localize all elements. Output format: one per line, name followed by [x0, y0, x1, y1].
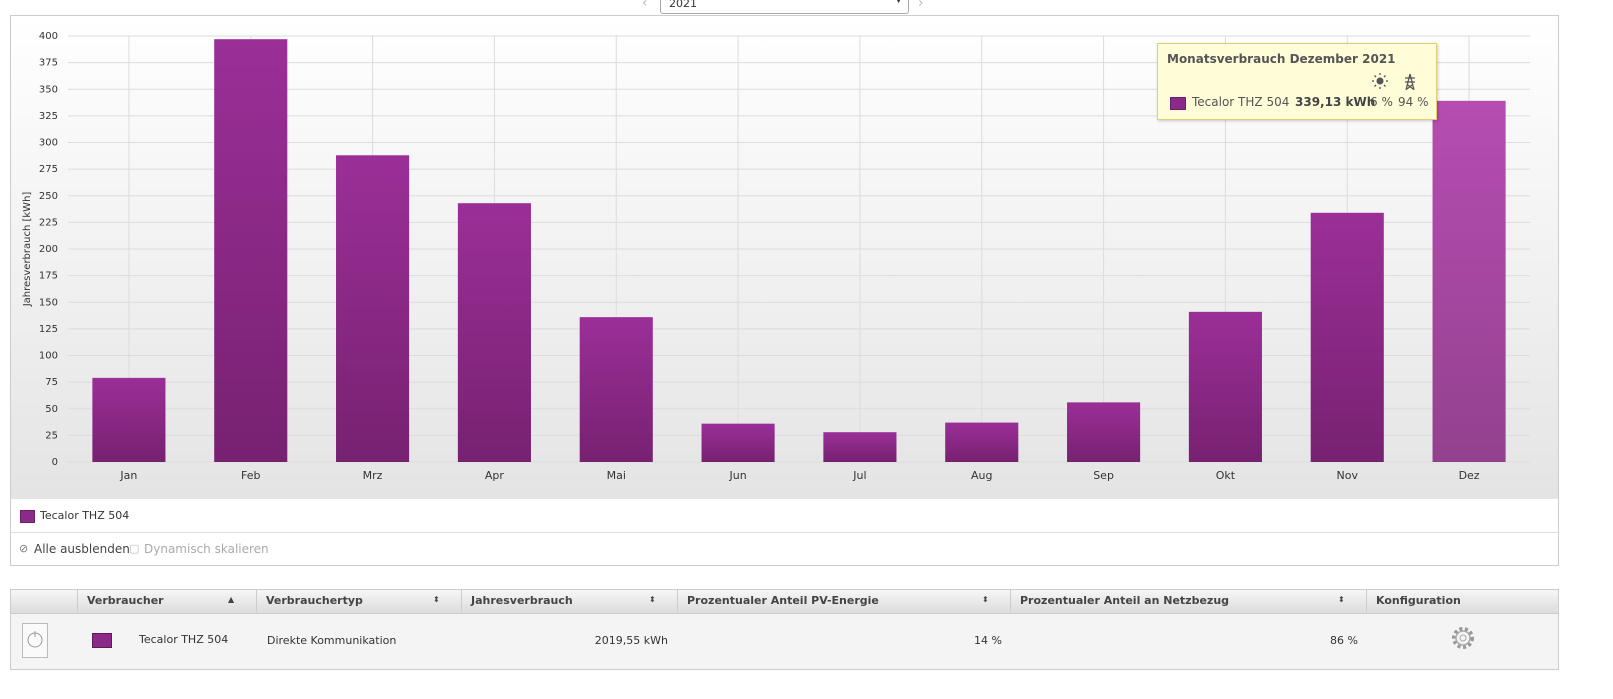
- y-axis-label: Jahresverbrauch [kWh]: [22, 192, 33, 308]
- bar: [457, 203, 531, 462]
- next-year[interactable]: ›: [918, 0, 924, 11]
- hide-icon: ⊘: [19, 542, 29, 555]
- bar: [214, 39, 288, 462]
- y-tick-label: 0: [52, 457, 58, 468]
- column-header[interactable]: Prozentualer Anteil PV-Energie: [677, 590, 1010, 612]
- tooltip-icons: [1372, 73, 1415, 91]
- cell-type: Direkte Kommunikation: [267, 634, 397, 647]
- legend-label[interactable]: Tecalor THZ 504: [40, 509, 130, 522]
- tooltip: Monatsverbrauch Dezember 2021 Tecalor TH…: [1157, 43, 1437, 120]
- x-tick-label: Mai: [607, 469, 626, 482]
- x-tick-label: Jul: [852, 469, 866, 482]
- y-tick-label: 250: [39, 191, 58, 202]
- sort-icon[interactable]: ⬍: [433, 595, 440, 604]
- y-tick-label: 325: [39, 111, 58, 122]
- year-select-text: 2021: [669, 0, 697, 10]
- bar: [701, 423, 775, 462]
- x-tick-label: Feb: [241, 469, 260, 482]
- prev-year[interactable]: ‹: [642, 0, 648, 11]
- tooltip-grid: 94 %: [1398, 95, 1429, 109]
- y-tick-label: 75: [45, 377, 58, 388]
- sort-icon[interactable]: ⬍: [649, 595, 656, 604]
- table: [10, 589, 1559, 670]
- column-header[interactable]: Jahresverbrauch: [461, 590, 677, 612]
- hide-all[interactable]: Alle ausblenden: [34, 542, 130, 556]
- cell-pv: 14 %: [974, 634, 1002, 647]
- bar: [1067, 402, 1141, 462]
- controls: ⊘ Alle ausblenden ▢ Dynamisch skalieren: [10, 532, 1559, 566]
- y-tick-label: 25: [45, 430, 58, 441]
- tooltip-series: Tecalor THZ 504: [1192, 95, 1290, 109]
- y-tick-label: 275: [39, 164, 58, 175]
- table-header: [11, 590, 1558, 614]
- dynamic-scale[interactable]: Dynamisch skalieren: [144, 542, 269, 556]
- bar: [1432, 100, 1506, 463]
- legend-swatch[interactable]: [20, 510, 35, 523]
- tooltip-swatch: [1170, 97, 1186, 110]
- column-header[interactable]: Verbraucher: [77, 590, 256, 612]
- x-tick-label: Mrz: [363, 469, 383, 482]
- year-select[interactable]: 2021 ▼: [660, 0, 909, 14]
- cell-name: Tecalor THZ 504: [139, 633, 229, 646]
- y-tick-label: 400: [39, 31, 58, 42]
- y-tick-label: 300: [39, 138, 58, 149]
- x-tick-label: Jan: [119, 469, 137, 482]
- y-tick-label: 150: [39, 297, 58, 308]
- x-tick-label: Dez: [1459, 469, 1480, 482]
- x-tick-label: Apr: [485, 469, 505, 482]
- legend: Tecalor THZ 504: [10, 499, 1559, 533]
- bar: [92, 377, 166, 462]
- tooltip-title: Monatsverbrauch Dezember 2021: [1167, 52, 1396, 66]
- y-tick-label: 100: [39, 351, 58, 362]
- lock-icon: ▢: [129, 542, 140, 555]
- y-tick-label: 125: [39, 324, 58, 335]
- bar: [945, 422, 1019, 462]
- bar: [336, 155, 410, 462]
- x-tick-label: Aug: [971, 469, 992, 482]
- column-header[interactable]: Prozentualer Anteil an Netzbezug: [1010, 590, 1366, 612]
- tooltip-pv: 6 %: [1370, 95, 1393, 109]
- y-tick-label: 50: [45, 404, 58, 415]
- sort-icon[interactable]: ▲: [228, 595, 235, 604]
- cell-consumption: 2019,55 kWh: [594, 634, 668, 647]
- select-arrow: ▼: [895, 0, 902, 5]
- tooltip-value: 339,13 kWh: [1295, 95, 1376, 109]
- config-gear[interactable]: [1449, 624, 1477, 652]
- x-tick-label: Sep: [1093, 469, 1114, 482]
- chart: 0 25 50 75 100 125 150 175 200 225 250 275 300 325 350…: [22, 31, 1530, 482]
- bar: [579, 317, 653, 462]
- y-tick-label: 375: [39, 58, 58, 69]
- sort-icon[interactable]: ⬍: [1338, 595, 1345, 604]
- column-header[interactable]: Verbrauchertyp: [256, 590, 461, 612]
- sort-icon[interactable]: ⬍: [982, 595, 989, 604]
- y-tick-label: 175: [39, 271, 58, 282]
- bar: [1310, 212, 1384, 462]
- bar: [1188, 311, 1262, 462]
- x-tick-label: Okt: [1216, 469, 1236, 482]
- row-swatch: [92, 633, 112, 648]
- y-tick-label: 350: [39, 84, 58, 95]
- x-tick-label: Jun: [728, 469, 746, 482]
- cell-grid: 86 %: [1330, 634, 1358, 647]
- column-header[interactable]: Konfiguration: [1366, 590, 1558, 612]
- y-tick-label: 200: [39, 244, 58, 255]
- x-tick-label: Nov: [1337, 469, 1359, 482]
- device-icon: [22, 623, 48, 658]
- y-tick-label: 225: [39, 217, 58, 228]
- bar: [823, 432, 897, 462]
